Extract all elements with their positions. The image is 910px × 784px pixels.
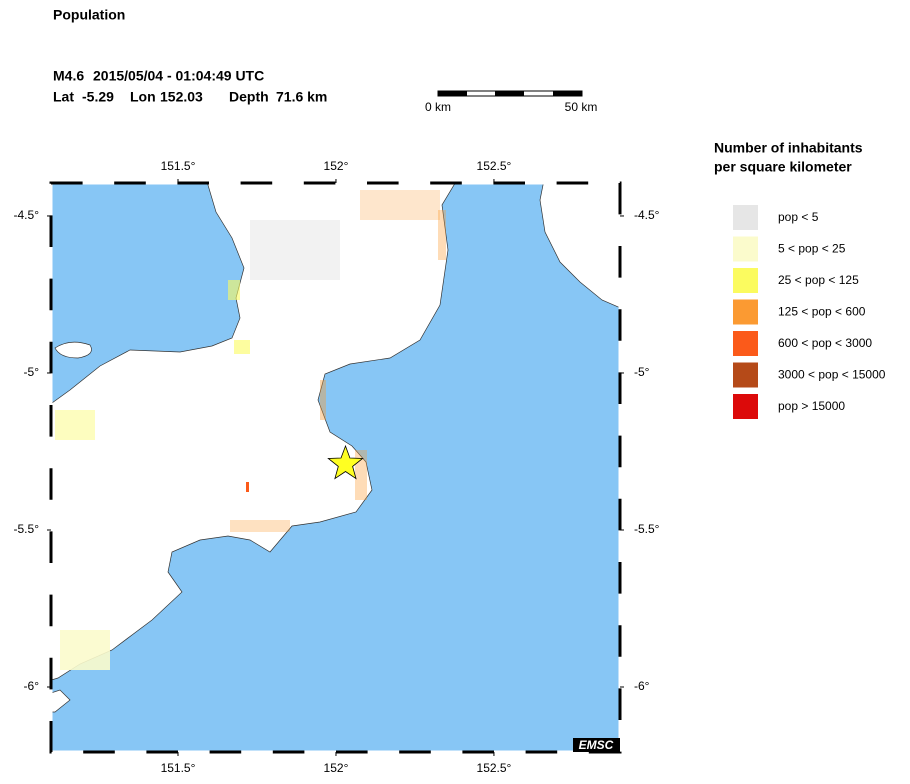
- legend-label: 5 < pop < 25: [778, 242, 846, 256]
- event-time: 2015/05/04 - 01:04:49 UTC: [93, 68, 264, 84]
- scale-bar: [437, 90, 583, 97]
- scale-start: 0 km: [425, 100, 451, 114]
- x-tick-label: 151.5°: [161, 159, 196, 173]
- x-tick-label: 152°: [324, 761, 349, 775]
- y-tick-label: -5°: [634, 365, 650, 379]
- depth-value: 71.6 km: [276, 89, 327, 105]
- lon-value: 152.03: [160, 89, 203, 105]
- y-tick-label: -6°: [634, 679, 650, 693]
- land: [51, 183, 620, 713]
- legend-label: pop < 5: [778, 210, 819, 224]
- legend-label: 25 < pop < 125: [778, 273, 859, 287]
- x-tick-label: 152.5°: [477, 159, 512, 173]
- legend-label: pop > 15000: [778, 399, 845, 413]
- legend-label: 125 < pop < 600: [778, 305, 866, 319]
- lat-value: -5.29: [82, 89, 114, 105]
- y-tick-label: -5.5°: [14, 522, 40, 536]
- y-tick-label: -6°: [24, 679, 40, 693]
- magnitude: M4.6: [53, 68, 84, 84]
- x-tick-label: 151.5°: [161, 761, 196, 775]
- epicenter: [327, 444, 364, 480]
- legend-swatch: [733, 268, 758, 293]
- lon-label: Lon: [130, 89, 156, 105]
- lat-label: Lat: [53, 89, 74, 105]
- title: Population: [53, 7, 125, 23]
- legend-swatch: [733, 394, 758, 419]
- legend-swatch: [733, 299, 758, 325]
- legend-title: per square kilometer: [714, 159, 852, 175]
- scale-end: 50 km: [565, 100, 598, 114]
- x-tick-label: 152.5°: [477, 761, 512, 775]
- legend-swatch: [733, 236, 758, 262]
- y-tick-label: -4.5°: [634, 208, 660, 222]
- depth-label: Depth: [229, 89, 269, 105]
- legend-swatch: [733, 362, 758, 388]
- legend-title: Number of inhabitants: [714, 140, 863, 156]
- credit-box: [573, 738, 620, 752]
- legend-label: 600 < pop < 3000: [778, 336, 872, 350]
- legend-label: 3000 < pop < 15000: [778, 368, 886, 382]
- x-tick-label: 152°: [324, 159, 349, 173]
- y-tick-label: -5.5°: [634, 522, 660, 536]
- population-speckle: [55, 190, 446, 670]
- y-tick-label: -4.5°: [14, 208, 40, 222]
- credit: EMSC: [579, 738, 614, 752]
- y-tick-label: -5°: [24, 365, 40, 379]
- legend-swatch: [733, 205, 758, 230]
- legend-swatch: [733, 331, 758, 356]
